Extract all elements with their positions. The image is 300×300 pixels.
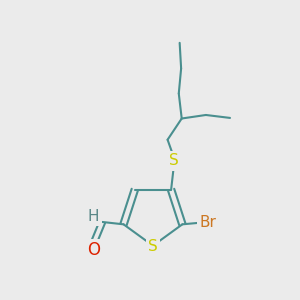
Text: O: O	[87, 241, 100, 259]
Text: H: H	[88, 209, 99, 224]
Text: S: S	[148, 239, 158, 254]
Text: Br: Br	[200, 215, 216, 230]
Text: S: S	[169, 153, 179, 168]
